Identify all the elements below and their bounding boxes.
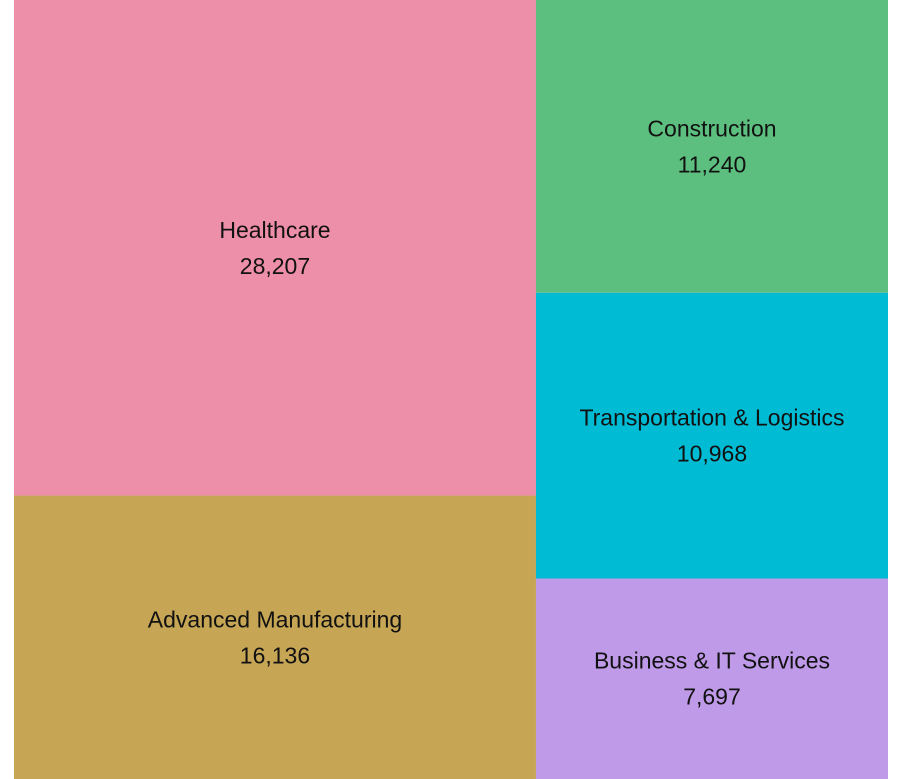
tile-value-advanced-manufacturing: 16,136 <box>240 642 310 668</box>
tile-healthcare <box>14 0 536 496</box>
tile-value-healthcare: 28,207 <box>240 253 310 279</box>
tile-construction <box>535 0 888 293</box>
tile-value-business-and-it-services: 7,697 <box>683 684 741 710</box>
tile-advanced-manufacturing <box>14 495 536 779</box>
tile-value-transportation-and-logistics: 10,968 <box>677 441 747 467</box>
tile-label-healthcare: Healthcare <box>219 217 330 243</box>
tile-label-business-and-it-services: Business & IT Services <box>594 648 830 674</box>
tile-business-and-it-services <box>535 578 888 779</box>
tile-value-construction: 11,240 <box>678 151 747 177</box>
tile-label-transportation-and-logistics: Transportation & Logistics <box>579 405 844 431</box>
tile-transportation-and-logistics <box>535 292 888 579</box>
tile-label-advanced-manufacturing: Advanced Manufacturing <box>148 606 402 632</box>
tile-label-construction: Construction <box>647 115 776 141</box>
